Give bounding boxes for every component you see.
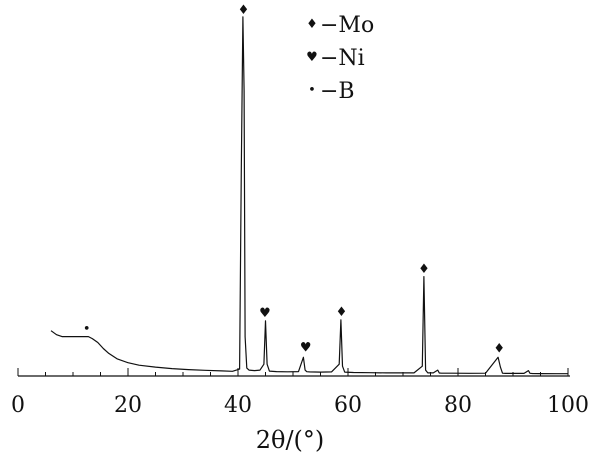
legend: ♦ −Mo♥ −Ni• −B <box>306 13 374 104</box>
legend-label: −Ni <box>320 46 365 71</box>
x-tick-label: 80 <box>444 393 472 418</box>
legend-label: −B <box>320 79 355 104</box>
peak-marker-mo: ♦ <box>238 3 250 18</box>
peak-marker-b: • <box>83 322 91 337</box>
legend-symbol: ♦ <box>306 17 318 32</box>
peak-marker-ni: ♥ <box>259 306 271 321</box>
peak-marker-mo: ♦ <box>418 262 430 277</box>
x-tick-label: 0 <box>11 393 25 418</box>
peak-marker-mo: ♦ <box>493 341 505 356</box>
x-axis-label: 2θ/(°) <box>256 426 325 454</box>
peak-marker-ni: ♥ <box>300 340 312 355</box>
legend-entry: ♥ −Ni <box>306 46 365 71</box>
legend-symbol: ♥ <box>306 50 318 65</box>
legend-entry: • −B <box>308 79 354 104</box>
x-tick-label: 40 <box>224 393 252 418</box>
x-tick-label: 20 <box>114 393 142 418</box>
x-tick-label: 100 <box>547 393 589 418</box>
legend-label: −Mo <box>320 13 374 38</box>
peak-marker-mo: ♦ <box>336 305 348 320</box>
plot-area <box>50 16 568 375</box>
peak-markers: • ♦ ♥ ♥ ♦ ♦ ♦ <box>83 3 505 356</box>
x-axis: 0 20 40 60 80 100 <box>11 368 589 418</box>
xrd-pattern-line <box>50 16 568 375</box>
legend-entry: ♦ −Mo <box>306 13 374 38</box>
x-tick-label: 60 <box>334 393 362 418</box>
legend-symbol: • <box>308 83 316 98</box>
